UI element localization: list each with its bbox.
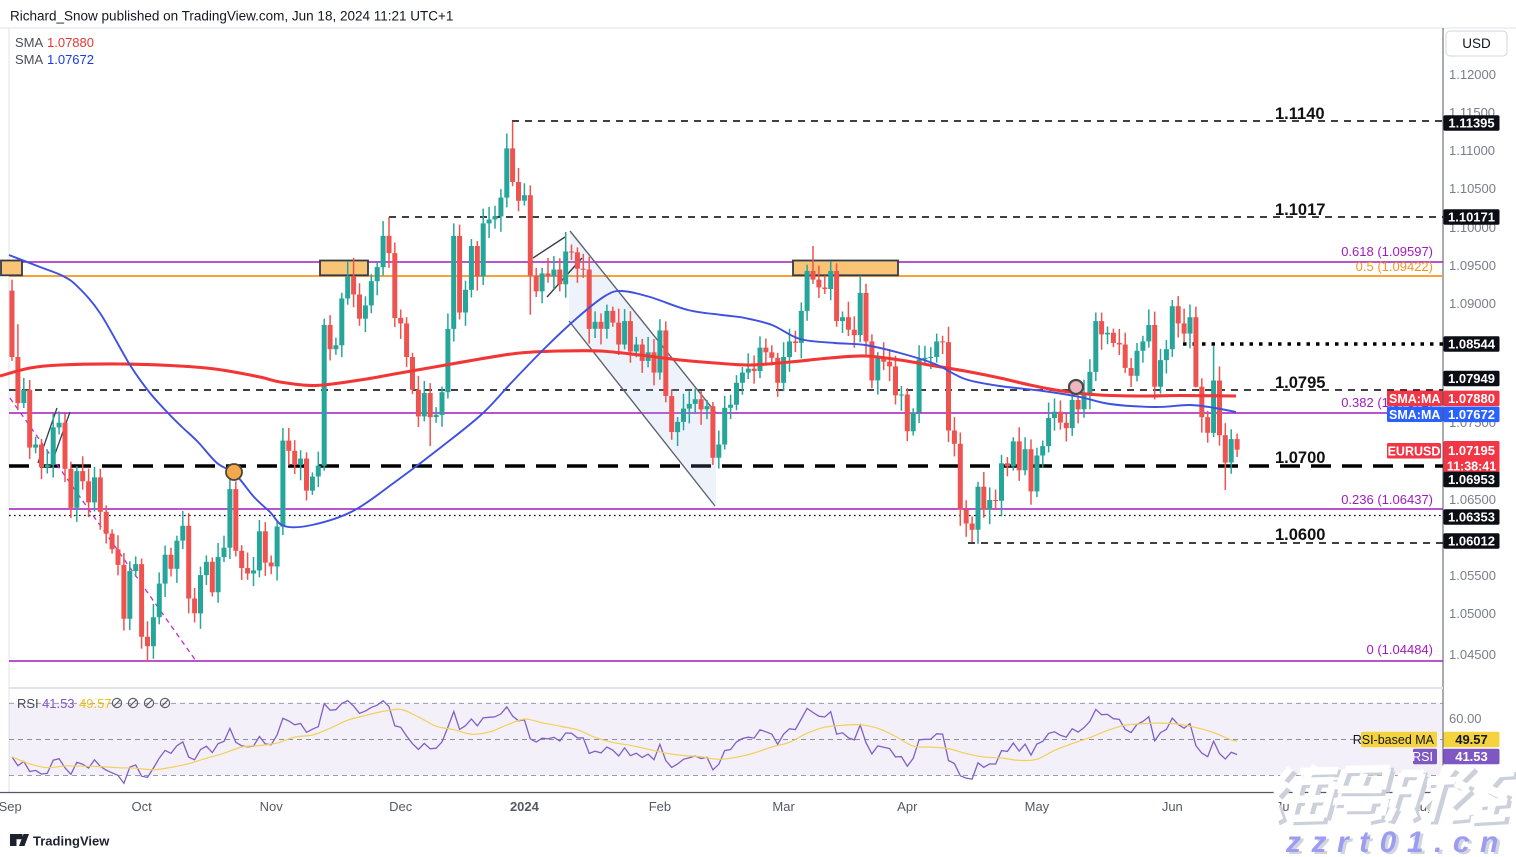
svg-text:SMA: SMA: [15, 52, 44, 67]
svg-text:EURUSD: EURUSD: [1388, 444, 1441, 458]
svg-text:Dec: Dec: [389, 799, 413, 814]
svg-text:1.07195: 1.07195: [1448, 443, 1495, 458]
svg-text:1.06353: 1.06353: [1448, 510, 1495, 525]
svg-text:SMA:MA: SMA:MA: [1389, 392, 1440, 406]
svg-text:Oct: Oct: [131, 799, 152, 814]
svg-text:Nov: Nov: [260, 799, 284, 814]
svg-text:1.0600: 1.0600: [1275, 526, 1325, 544]
svg-text:1.06500: 1.06500: [1449, 492, 1496, 507]
svg-text:Sep: Sep: [0, 799, 22, 814]
svg-text:1.07880: 1.07880: [1448, 391, 1495, 406]
svg-text:USD: USD: [1462, 36, 1491, 51]
svg-text:41.53: 41.53: [1455, 749, 1488, 764]
svg-text:2024: 2024: [510, 799, 540, 814]
svg-text:Jun: Jun: [1162, 799, 1183, 814]
svg-text:1.06012: 1.06012: [1448, 534, 1495, 549]
svg-text:60.00: 60.00: [1449, 711, 1482, 726]
svg-text:1.12000: 1.12000: [1449, 67, 1496, 82]
svg-text:Mar: Mar: [772, 799, 795, 814]
svg-text:RSI-based MA: RSI-based MA: [1353, 733, 1435, 747]
svg-text:49.57: 49.57: [79, 696, 112, 711]
svg-text:Richard_Snow published on Trad: Richard_Snow published on TradingView.co…: [10, 9, 453, 24]
svg-text:1.05500: 1.05500: [1449, 568, 1496, 583]
svg-text:SMA: SMA: [15, 35, 44, 50]
svg-text:0 (1.04484): 0 (1.04484): [1367, 642, 1434, 657]
svg-text:1.1017: 1.1017: [1275, 201, 1325, 219]
svg-text:1.0795: 1.0795: [1275, 374, 1325, 392]
svg-text:49.57: 49.57: [1455, 732, 1488, 747]
svg-text:RSI: RSI: [17, 696, 39, 711]
svg-text:41.53: 41.53: [42, 696, 75, 711]
svg-text:1.07672: 1.07672: [47, 52, 94, 67]
svg-text:1.07880: 1.07880: [47, 35, 94, 50]
svg-text:0.5 (1.09422): 0.5 (1.09422): [1356, 259, 1433, 274]
svg-text:1.07949: 1.07949: [1448, 371, 1495, 386]
svg-text:1.08544: 1.08544: [1448, 337, 1496, 352]
svg-text:1.06953: 1.06953: [1448, 472, 1495, 487]
svg-text:0.236 (1.06437): 0.236 (1.06437): [1341, 492, 1433, 507]
svg-text:11:38:41: 11:38:41: [1447, 460, 1496, 474]
svg-text:May: May: [1025, 799, 1050, 814]
svg-text:SMA:MA: SMA:MA: [1389, 408, 1440, 422]
svg-text:0.618 (1.09597): 0.618 (1.09597): [1341, 244, 1433, 259]
svg-text:RSI: RSI: [1412, 750, 1433, 764]
svg-text:1.0700: 1.0700: [1275, 449, 1325, 467]
svg-text:1.1140: 1.1140: [1275, 105, 1325, 123]
svg-text:1.07672: 1.07672: [1448, 407, 1495, 422]
svg-text:TradingView: TradingView: [33, 834, 110, 849]
svg-text:1.10500: 1.10500: [1449, 181, 1496, 196]
svg-text:1.04500: 1.04500: [1449, 647, 1496, 662]
svg-text:Apr: Apr: [897, 799, 918, 814]
svg-text:1.11395: 1.11395: [1448, 116, 1494, 131]
svg-text:Feb: Feb: [649, 799, 671, 814]
svg-text:1.11000: 1.11000: [1449, 143, 1495, 158]
svg-text:1.09500: 1.09500: [1449, 258, 1496, 273]
svg-text:1.10171: 1.10171: [1448, 210, 1495, 225]
svg-text:zzrt01.cn: zzrt01.cn: [1288, 828, 1512, 857]
svg-text:1.09000: 1.09000: [1449, 296, 1496, 311]
svg-text:1.05000: 1.05000: [1449, 606, 1496, 621]
svg-text:zzrt01.cn: zzrt01.cn: [1285, 826, 1509, 857]
